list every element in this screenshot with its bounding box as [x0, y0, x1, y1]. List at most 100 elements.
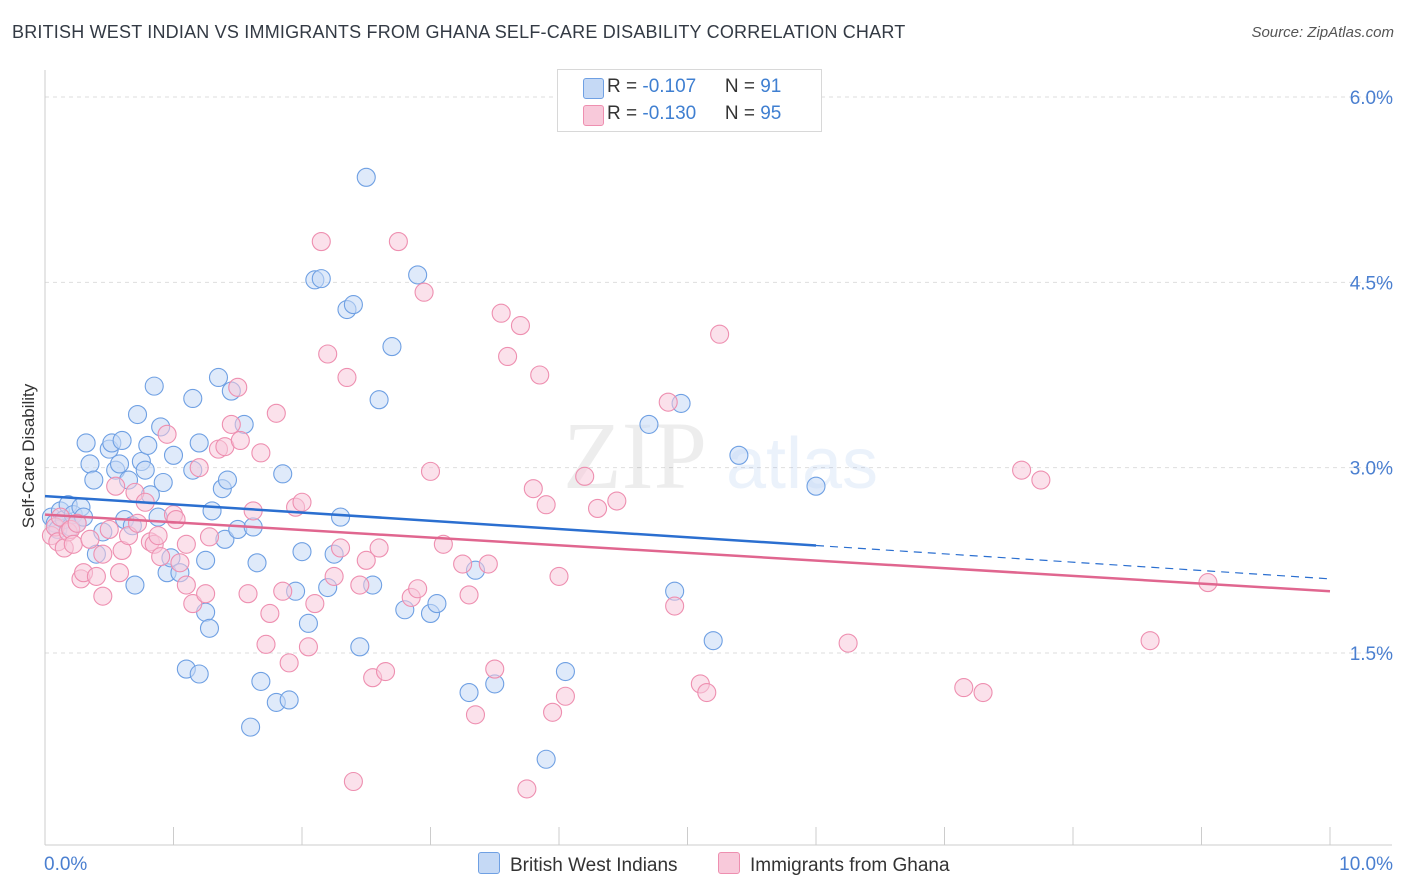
legend-n-label: N = — [724, 103, 761, 124]
point-british-west-indians — [343, 295, 363, 315]
legend-r-value: -0.130 — [642, 103, 697, 124]
point-british-west-indians — [80, 454, 100, 474]
watermark-zip: ZIP — [563, 402, 707, 509]
stats-legend: R = -0.107 N = 91 R = -0.130 N = 95 — [557, 69, 822, 132]
point-immigrants-from-ghana — [388, 232, 408, 252]
point-immigrants-from-ghana — [279, 653, 299, 673]
point-immigrants-from-ghana — [251, 443, 271, 463]
bottom-legend-immigrants-from-ghana: Immigrants from Ghana — [718, 852, 950, 877]
legend-r-label: R = — [607, 103, 643, 124]
point-immigrants-from-ghana — [176, 575, 196, 595]
bottom-legend-swatch-blue — [478, 852, 500, 874]
point-immigrants-from-ghana — [63, 534, 83, 554]
point-immigrants-from-ghana — [350, 575, 370, 595]
point-immigrants-from-ghana — [954, 678, 974, 698]
point-immigrants-from-ghana — [266, 403, 286, 423]
point-immigrants-from-ghana — [196, 584, 216, 604]
point-british-west-indians — [639, 414, 659, 434]
axes — [44, 70, 1392, 846]
chart-title: BRITISH WEST INDIAN VS IMMIGRANTS FROM G… — [12, 22, 906, 42]
point-immigrants-from-ghana — [99, 519, 119, 539]
trend-line-british-west-indians — [44, 494, 817, 547]
point-immigrants-from-ghana — [93, 544, 113, 564]
point-immigrants-from-ghana — [343, 771, 363, 792]
legend-row-british-west-indians: R = -0.107 N = 91 — [583, 76, 781, 99]
point-british-west-indians — [125, 575, 145, 595]
point-immigrants-from-ghana — [587, 498, 608, 518]
point-british-west-indians — [135, 460, 155, 480]
point-immigrants-from-ghana — [330, 538, 351, 558]
point-immigrants-from-ghana — [199, 527, 220, 547]
bottom-legend-british-west-indians: British West Indians — [478, 852, 678, 877]
point-british-west-indians — [199, 618, 220, 638]
point-immigrants-from-ghana — [356, 550, 376, 570]
point-immigrants-from-ghana — [151, 547, 171, 567]
x-tick-label: 0.0% — [44, 854, 87, 875]
point-immigrants-from-ghana — [498, 346, 518, 367]
point-immigrants-from-ghana — [465, 705, 486, 725]
point-immigrants-from-ghana — [324, 566, 344, 586]
point-british-west-indians — [382, 337, 402, 357]
point-immigrants-from-ghana — [408, 579, 428, 599]
bottom-legend-label: British West Indians — [510, 855, 678, 876]
point-british-west-indians — [153, 472, 173, 493]
point-immigrants-from-ghana — [607, 491, 627, 511]
point-immigrants-from-ghana — [838, 633, 858, 653]
point-immigrants-from-ghana — [109, 563, 130, 583]
point-british-west-indians — [279, 690, 299, 710]
point-immigrants-from-ghana — [414, 282, 434, 302]
point-immigrants-from-ghana — [292, 492, 312, 512]
trend-lines — [44, 494, 1331, 593]
point-british-west-indians — [703, 631, 723, 651]
point-immigrants-from-ghana — [106, 476, 126, 496]
point-british-west-indians — [196, 550, 216, 570]
point-british-west-indians — [144, 376, 164, 396]
point-british-west-indians — [292, 542, 312, 562]
trend-line-extension-british-west-indians — [815, 544, 1331, 580]
point-british-west-indians — [356, 167, 376, 187]
point-immigrants-from-ghana — [658, 392, 678, 412]
point-immigrants-from-ghana — [305, 594, 325, 614]
legend-n-value: 95 — [760, 103, 782, 124]
point-immigrants-from-ghana — [1140, 631, 1160, 651]
legend-swatch-pink — [583, 105, 604, 126]
point-british-west-indians — [241, 717, 261, 737]
point-immigrants-from-ghana — [549, 566, 569, 586]
point-british-west-indians — [251, 671, 271, 691]
point-british-west-indians — [806, 476, 826, 496]
point-british-west-indians — [330, 507, 351, 527]
point-immigrants-from-ghana — [260, 603, 280, 624]
point-immigrants-from-ghana — [523, 479, 543, 499]
point-immigrants-from-ghana — [86, 566, 106, 586]
point-immigrants-from-ghana — [67, 513, 87, 533]
point-immigrants-from-ghana — [189, 458, 209, 478]
point-british-west-indians — [109, 454, 130, 474]
point-immigrants-from-ghana — [485, 659, 505, 679]
point-immigrants-from-ghana — [665, 596, 685, 616]
point-british-west-indians — [112, 430, 132, 451]
point-british-west-indians — [536, 749, 556, 769]
point-british-west-indians — [369, 390, 389, 410]
point-british-west-indians — [350, 637, 370, 657]
point-immigrants-from-ghana — [420, 461, 441, 481]
point-immigrants-from-ghana — [127, 513, 148, 533]
y-axis-label: Self-Care Disability — [19, 383, 38, 528]
point-immigrants-from-ghana — [273, 581, 293, 601]
watermark-atlas: atlas — [726, 424, 878, 504]
point-immigrants-from-ghana — [510, 316, 531, 336]
legend-r-label: R = — [607, 76, 643, 97]
point-british-west-indians — [298, 613, 318, 633]
point-british-west-indians — [427, 594, 447, 614]
y-tick-label: 1.5% — [1350, 644, 1393, 665]
tick-labels: 1.5% 3.0% 4.5% 6.0% 0.0% 10.0% — [44, 88, 1393, 875]
point-immigrants-from-ghana — [575, 466, 595, 486]
trend-line-immigrants-from-ghana — [44, 513, 1331, 593]
point-british-west-indians — [273, 464, 293, 484]
point-immigrants-from-ghana — [318, 344, 338, 364]
point-british-west-indians — [555, 661, 575, 682]
x-tick-label: 10.0% — [1339, 854, 1393, 875]
point-immigrants-from-ghana — [555, 686, 575, 706]
point-immigrants-from-ghana — [221, 414, 241, 434]
data-points — [41, 167, 1218, 799]
